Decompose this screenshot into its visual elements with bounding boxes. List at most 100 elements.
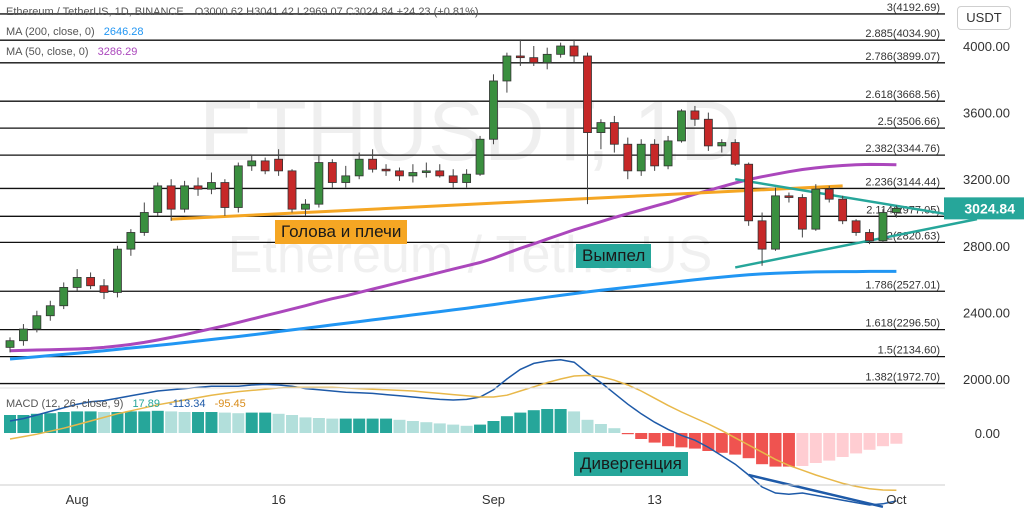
candle-body [180,185,189,210]
time-tick-label: Sep [482,492,505,507]
candle-body [865,232,874,242]
legend-macd-line: -113.34 [169,398,206,410]
currency-button[interactable]: USDT [957,6,1011,30]
legend-ma50-name: MA (50, close, 0) [6,46,89,58]
macd-histogram-bar [474,424,487,433]
candle-body [797,197,807,230]
candle-body [529,57,539,64]
macd-histogram-bar [205,412,218,433]
candle-body [395,170,404,177]
legend-ma50-row[interactable]: MA (50, close, 0) 3286.29 [6,46,137,58]
ma200-line [9,269,897,361]
candle-body [435,170,445,177]
candle-body [636,143,646,172]
legend-macd-row[interactable]: MACD (12, 26, close, 9) 17.89 -113.34 -9… [6,398,246,410]
macd-line [9,359,897,506]
macd-histogram-bar [447,424,460,433]
legend-symbol: Ethereum / TetherUS, 1D, BINANCE [6,6,184,18]
candle-body [5,340,15,348]
macd-histogram-bar [286,415,299,433]
macd-histogram-bar [380,418,393,433]
macd-histogram-bar [393,419,406,433]
macd-histogram-bar [823,433,836,461]
candle-body [408,172,418,177]
candle-body [650,143,660,167]
legend-macd-signal: -95.45 [214,398,246,410]
time-tick-label: Oct [886,492,907,507]
macd-histogram-bar [850,433,863,454]
fib-label: 2.885(4034.90) [865,28,940,40]
macd-histogram-bar [527,410,540,433]
annotation-pennant: Вымпел [576,244,652,268]
candle-body [126,232,136,250]
current-price-label: 3024.84 [964,200,1015,216]
candle-body [368,158,378,170]
macd-pane: 0.00 [4,359,1000,509]
candle-body [596,122,606,133]
candle-body [784,195,794,198]
macd-histogram-bar [259,412,272,433]
candle-body [166,185,176,210]
candle-body [19,328,28,342]
fib-label: 2.382(3344.76) [865,143,940,155]
macd-histogram-bar [366,418,379,433]
time-tick-label: Aug [66,492,89,507]
macd-histogram-bar [863,433,876,450]
candle-body [260,160,270,172]
fib-label: 1.382(1972.70) [865,372,940,384]
macd-histogram-bar [648,433,661,443]
fib-label: 1.786(2527.01) [865,279,940,291]
fib-label: 3(4192.69) [887,2,940,14]
macd-histogram-bar [71,411,84,433]
macd-histogram-bar [406,421,419,433]
candle-body [193,185,203,190]
pennant-upper-line [735,177,978,221]
macd-histogram-bar [809,433,822,463]
macd-zero-label: 0.00 [975,426,1000,441]
fib-label: 1.5(2134.60) [878,345,940,357]
fib-label: 2.5(3506.66) [878,116,940,128]
candle-body [421,170,431,173]
candle-body [287,170,297,210]
fib-label: 2.236(3144.44) [865,176,940,188]
macd-histogram-bar [151,410,164,433]
macd-histogram-bar [272,413,285,433]
legend-ma200-row[interactable]: MA (200, close, 0) 2646.28 [6,26,143,38]
annotation-head-shoulders: Голова и плечи [275,220,408,244]
macd-histogram-bar [165,411,178,433]
price-tick-label: 3200.00 [963,172,1010,187]
candle-body [690,110,700,120]
candle-body [838,198,848,222]
macd-histogram-bar [662,433,675,447]
macd-histogram-bar [541,409,554,433]
time-tick-label: 16 [271,492,285,507]
candle-body [556,45,566,55]
candle-body [663,140,673,167]
price-tick-label: 3600.00 [963,106,1010,121]
macd-histogram-bar [554,409,567,433]
candle-body [515,55,525,59]
neckline-line [171,184,843,221]
fib-label: 2.786(3899.07) [865,51,940,63]
axes: 4000.00 3600.00 3200.00 2800.00 2400.00 2000.… [0,39,1024,507]
candle-body [811,188,821,230]
macd-histogram-bar [782,433,795,467]
candle-body [274,158,284,172]
macd-histogram-bar [568,411,581,433]
macd-histogram-bar [433,423,446,433]
macd-histogram-bar [312,418,325,433]
macd-histogram-bar [756,433,769,465]
candle-body [771,195,780,250]
macd-histogram-bar [44,413,57,433]
macd-histogram-bar [192,412,205,433]
candle-body [59,287,69,307]
fib-label: 2.618(3668.56) [865,89,940,101]
macd-histogram-bar [245,412,258,433]
candle-body [757,220,767,250]
candle-body [72,277,82,288]
candle-body [502,55,512,82]
macd-histogram-bar [4,415,16,433]
time-tick-label: 13 [647,492,661,507]
candle-body [730,142,740,165]
